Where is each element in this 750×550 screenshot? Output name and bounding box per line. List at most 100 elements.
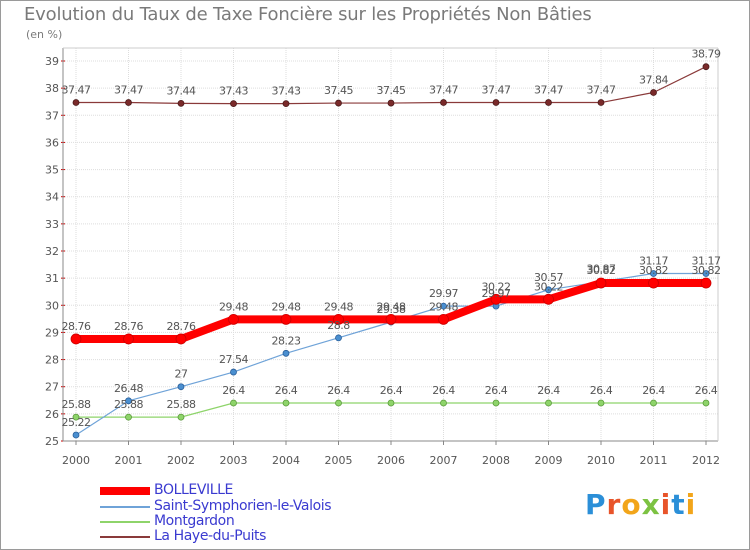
y-tick-label: 28 bbox=[45, 354, 59, 367]
y-tick-label: 30 bbox=[45, 299, 59, 312]
y-tick-label: 27 bbox=[45, 381, 59, 394]
x-tick-label: 2003 bbox=[220, 454, 248, 467]
data-label-la-haye-du-puits: 37.47 bbox=[62, 84, 91, 97]
y-tick-label: 25 bbox=[45, 435, 59, 448]
point-la-haye-du-puits bbox=[440, 99, 447, 106]
data-label-saint-symphorien: 28.23 bbox=[272, 334, 301, 347]
x-tick-label: 2012 bbox=[692, 454, 720, 467]
data-label-la-haye-du-puits: 37.47 bbox=[114, 84, 143, 97]
point-montgardon bbox=[387, 399, 395, 407]
data-label-la-haye-du-puits: 37.44 bbox=[167, 84, 196, 97]
point-bolleville bbox=[70, 333, 82, 345]
legend-label-saint-symphorien: Saint-Symphorien-le-Valois bbox=[154, 498, 332, 514]
data-label-montgardon: 25.88 bbox=[62, 398, 91, 411]
x-tick-label: 2006 bbox=[377, 454, 405, 467]
data-label-montgardon: 26.4 bbox=[380, 384, 403, 397]
y-tick-label: 37 bbox=[45, 109, 59, 122]
data-label-saint-symphorien: 29.97 bbox=[429, 287, 458, 300]
data-label-bolleville: 30.82 bbox=[587, 264, 616, 277]
point-bolleville bbox=[595, 277, 607, 289]
legend-swatch-montgardon bbox=[100, 521, 150, 523]
y-tick-label: 31 bbox=[45, 272, 59, 285]
point-la-haye-du-puits bbox=[387, 99, 395, 107]
x-tick-label: 2007 bbox=[430, 454, 458, 467]
x-tick-label: 2004 bbox=[272, 454, 300, 467]
x-tick-label: 2000 bbox=[62, 454, 90, 467]
point-montgardon bbox=[597, 399, 605, 407]
proxiti-logo: Proxiti bbox=[585, 488, 696, 521]
y-tick-label: 39 bbox=[45, 55, 59, 68]
legend-swatch-saint-symphorien bbox=[100, 506, 150, 508]
data-label-montgardon: 25.88 bbox=[167, 398, 196, 411]
data-label-bolleville: 28.76 bbox=[114, 320, 143, 333]
x-tick-label: 2008 bbox=[482, 454, 510, 467]
point-la-haye-du-puits bbox=[492, 99, 500, 106]
data-label-saint-symphorien: 31.17 bbox=[692, 255, 721, 268]
logo-letter: i bbox=[660, 488, 672, 521]
data-label-la-haye-du-puits: 37.45 bbox=[324, 84, 353, 97]
legend-item-saint-symphorien: Saint-Symphorien-le-Valois bbox=[100, 498, 400, 514]
x-tick-label: 2010 bbox=[587, 454, 615, 467]
data-label-montgardon: 26.4 bbox=[222, 384, 245, 397]
point-la-haye-du-puits bbox=[72, 99, 80, 106]
point-bolleville bbox=[333, 313, 344, 325]
x-tick-label: 2011 bbox=[640, 454, 668, 467]
point-saint-symphorien bbox=[650, 270, 657, 277]
y-tick-label: 29 bbox=[45, 326, 59, 339]
data-label-bolleville: 29.48 bbox=[377, 300, 406, 313]
data-label-bolleville: 28.76 bbox=[62, 320, 91, 333]
data-label-la-haye-du-puits: 37.43 bbox=[272, 85, 301, 98]
logo-letter: o bbox=[621, 488, 642, 521]
data-label-saint-symphorien: 30.87 bbox=[587, 263, 616, 276]
data-label-montgardon: 26.4 bbox=[485, 384, 508, 397]
x-tick-label: 2001 bbox=[115, 454, 143, 467]
point-saint-symphorien bbox=[702, 270, 710, 277]
data-label-montgardon: 26.4 bbox=[642, 384, 665, 397]
point-montgardon bbox=[492, 399, 500, 407]
logo-letter: i bbox=[685, 488, 697, 521]
point-bolleville bbox=[438, 313, 449, 325]
point-bolleville bbox=[280, 313, 292, 325]
data-label-bolleville: 30.22 bbox=[482, 280, 511, 293]
data-label-la-haye-du-puits: 37.43 bbox=[219, 85, 248, 98]
point-montgardon bbox=[335, 399, 342, 407]
point-bolleville bbox=[490, 293, 502, 305]
point-la-haye-du-puits bbox=[335, 99, 342, 107]
point-montgardon bbox=[282, 399, 290, 407]
data-label-bolleville: 29.48 bbox=[272, 300, 301, 313]
y-tick-label: 35 bbox=[45, 164, 59, 177]
x-tick-label: 2005 bbox=[325, 454, 353, 467]
point-bolleville bbox=[175, 333, 187, 345]
legend-label-montgardon: Montgardon bbox=[154, 513, 235, 529]
y-tick-label: 33 bbox=[45, 218, 59, 231]
data-label-bolleville: 30.82 bbox=[639, 264, 668, 277]
point-montgardon bbox=[230, 399, 237, 407]
logo-letter: t bbox=[671, 488, 686, 521]
point-bolleville bbox=[648, 277, 659, 289]
point-montgardon bbox=[440, 399, 447, 407]
data-label-bolleville: 29.48 bbox=[429, 300, 458, 313]
point-saint-symphorien bbox=[177, 383, 185, 391]
chart-title: Evolution du Taux de Taxe Foncière sur l… bbox=[24, 4, 592, 25]
x-tick-label: 2009 bbox=[535, 454, 563, 467]
data-label-la-haye-du-puits: 37.45 bbox=[377, 84, 406, 97]
point-la-haye-du-puits bbox=[230, 100, 237, 108]
legend-item-bolleville: BOLLEVILLE bbox=[100, 482, 400, 498]
legend-label-bolleville: BOLLEVILLE bbox=[154, 482, 233, 498]
data-label-saint-symphorien: 29.38 bbox=[377, 303, 406, 316]
data-label-bolleville: 30.22 bbox=[534, 280, 563, 293]
legend-item-la-haye-du-puits: La Haye-du-Puits bbox=[100, 528, 400, 544]
point-saint-symphorien bbox=[545, 286, 552, 294]
point-saint-symphorien bbox=[125, 397, 132, 405]
data-label-la-haye-du-puits: 37.84 bbox=[639, 73, 668, 86]
point-saint-symphorien bbox=[282, 349, 290, 357]
point-saint-symphorien bbox=[230, 368, 237, 376]
point-bolleville bbox=[543, 293, 554, 305]
point-la-haye-du-puits bbox=[282, 100, 290, 108]
point-bolleville bbox=[123, 333, 134, 345]
legend-swatch-bolleville bbox=[100, 487, 150, 495]
data-label-saint-symphorien: 27.54 bbox=[219, 353, 248, 366]
data-label-saint-symphorien: 31.17 bbox=[639, 255, 668, 268]
point-bolleville bbox=[700, 277, 712, 289]
